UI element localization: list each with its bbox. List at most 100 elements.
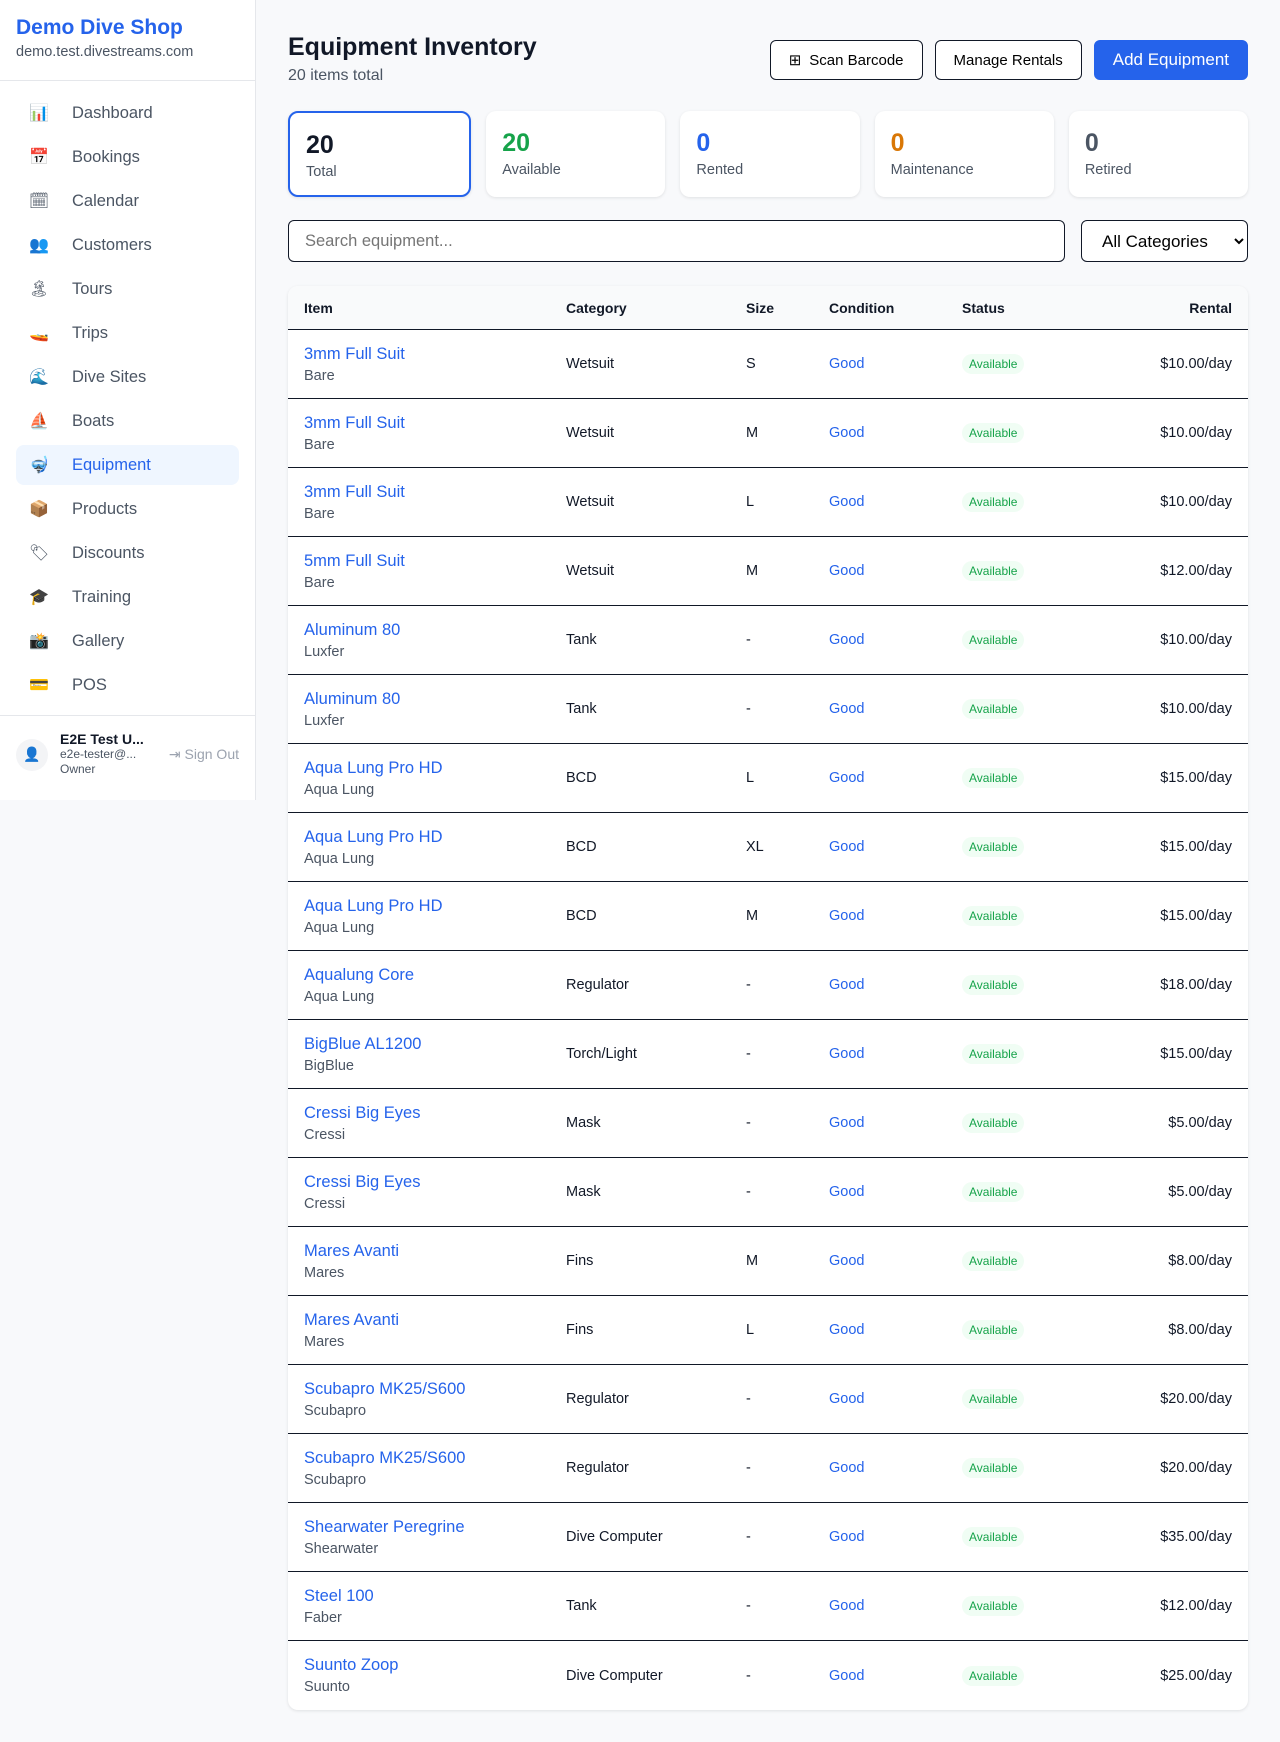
item-cell: 3mm Full Suit Bare [288, 414, 566, 453]
item-name-link[interactable]: 3mm Full Suit [304, 482, 405, 501]
stat-card-rented[interactable]: 0 Rented [680, 111, 860, 197]
sidebar-item-gallery[interactable]: 📸 Gallery [16, 621, 239, 661]
item-name-link[interactable]: 5mm Full Suit [304, 551, 405, 570]
category-cell: Fins [566, 1322, 594, 1338]
stat-value: 20 [306, 131, 334, 159]
category-select[interactable]: All Categories [1081, 220, 1248, 262]
item-name-link[interactable]: Steel 100 [304, 1586, 374, 1605]
item-brand: Faber [304, 1609, 342, 1626]
sidebar: Demo Dive Shop demo.test.divestreams.com… [0, 0, 256, 800]
column-header-status[interactable]: Status [962, 299, 1005, 316]
item-name-link[interactable]: Aqua Lung Pro HD [304, 827, 443, 846]
dive-sites-icon: 🌊 [29, 369, 49, 386]
sidebar-item-label: Dive Sites [72, 367, 147, 386]
stat-value: 20 [502, 129, 531, 157]
column-header-category[interactable]: Category [566, 299, 627, 316]
item-name-link[interactable]: BigBlue AL1200 [304, 1034, 422, 1053]
item-name-link[interactable]: Mares Avanti [304, 1310, 400, 1329]
item-name-link[interactable]: Cressi Big Eyes [304, 1172, 421, 1191]
status-cell: Available [962, 423, 1112, 443]
sidebar-item-tours[interactable]: 🏝 Tours [16, 269, 239, 309]
status-badge: Available [962, 906, 1025, 926]
pos-icon: 💳 [29, 677, 49, 694]
item-name-link[interactable]: Shearwater Peregrine [304, 1517, 465, 1536]
sidebar-item-equipment[interactable]: 🤿 Equipment [16, 445, 239, 485]
status-cell: Available [962, 1458, 1112, 1478]
sidebar-item-trips[interactable]: 🚤 Trips [16, 313, 239, 353]
rental-cell: $35.00/day [1160, 1529, 1232, 1545]
size-cell: L [746, 494, 755, 510]
condition-cell: Good [829, 494, 865, 510]
item-name-link[interactable]: Aqua Lung Pro HD [304, 758, 443, 777]
sidebar-item-boats[interactable]: ⛵ Boats [16, 401, 239, 441]
item-name-link[interactable]: 3mm Full Suit [304, 344, 405, 363]
stat-card-retired[interactable]: 0 Retired [1068, 111, 1249, 197]
item-cell: Aluminum 80 Luxfer [288, 621, 566, 660]
scan-barcode-button[interactable]: ⊞ Scan Barcode [769, 40, 923, 80]
shop-name[interactable]: Demo Dive Shop [16, 16, 183, 39]
calendar-icon: 🗓 [28, 193, 50, 210]
shop-domain: demo.test.divestreams.com [16, 44, 194, 60]
sidebar-item-products[interactable]: 📦 Products [16, 489, 239, 529]
status-badge: Available [962, 1320, 1025, 1340]
size-cell: - [746, 1667, 751, 1684]
status-cell: Available [962, 768, 1112, 788]
sidebar-item-dive-sites[interactable]: 🌊 Dive Sites [16, 357, 239, 397]
products-icon: 📦 [29, 501, 49, 518]
sign-out-button[interactable]: ⇥ Sign Out [169, 746, 239, 763]
item-name-link[interactable]: Cressi Big Eyes [304, 1103, 421, 1122]
status-badge: Available [962, 837, 1025, 857]
sidebar-item-calendar[interactable]: 🗓 Calendar [16, 181, 239, 221]
item-name-link[interactable]: 3mm Full Suit [304, 413, 405, 432]
stat-card-total[interactable]: 20 Total [288, 111, 472, 197]
stats-row: 20 Total 20 Available 0 Rented 0 Maintenance 0 Re… [288, 111, 1249, 197]
search-input[interactable] [288, 220, 1065, 262]
item-name-link[interactable]: Scubapro MK25/S600 [304, 1379, 466, 1398]
size-cell: XL [746, 839, 764, 855]
size-cell: M [746, 563, 759, 579]
size-cell: - [746, 1115, 751, 1131]
item-brand: Bare [304, 367, 335, 384]
item-name-link[interactable]: Aqualung Core [304, 965, 415, 984]
sidebar-item-customers[interactable]: 👥 Customers [16, 225, 239, 265]
sidebar-item-label: Products [72, 499, 138, 518]
item-name-link[interactable]: Suunto Zoop [304, 1656, 399, 1674]
sidebar-item-bookings[interactable]: 📅 Bookings [16, 137, 239, 177]
status-badge: Available [962, 561, 1025, 581]
stat-card-maintenance[interactable]: 0 Maintenance [874, 111, 1054, 197]
column-header-rental[interactable]: Rental [1189, 299, 1232, 316]
status-cell: Available [962, 837, 1112, 857]
table-row: Mares Avanti Mares Fins L Good Available $8.00… [288, 1296, 1248, 1365]
item-name-link[interactable]: Aluminum 80 [304, 620, 401, 639]
column-header-condition[interactable]: Condition [829, 299, 895, 316]
status-badge: Available [962, 768, 1025, 788]
category-cell: Dive Computer [566, 1529, 663, 1545]
page-title: Equipment Inventory [288, 33, 537, 61]
item-name-link[interactable]: Mares Avanti [304, 1241, 400, 1260]
add-equipment-button[interactable]: Add Equipment [1093, 40, 1248, 80]
item-cell: Scubapro MK25/S600 Scubapro [288, 1380, 566, 1419]
rental-cell: $15.00/day [1160, 908, 1232, 924]
sidebar-item-label: Tours [72, 279, 113, 298]
item-cell: Aqua Lung Pro HD Aqua Lung [288, 897, 566, 936]
manage-rentals-button[interactable]: Manage Rentals [934, 40, 1082, 80]
item-name-link[interactable]: Aqua Lung Pro HD [304, 896, 443, 915]
size-cell: - [746, 1598, 751, 1614]
status-cell: Available [962, 1182, 1112, 1202]
item-name-link[interactable]: Scubapro MK25/S600 [304, 1448, 466, 1467]
rental-cell: $10.00/day [1160, 356, 1232, 372]
column-header-size[interactable]: Size [746, 299, 775, 316]
category-cell: Tank [566, 632, 597, 648]
sidebar-item-training[interactable]: 🎓 Training [16, 577, 239, 617]
item-brand: Luxfer [304, 643, 345, 660]
item-name-link[interactable]: Aluminum 80 [304, 689, 401, 708]
sidebar-item-discounts[interactable]: 🏷 Discounts [16, 533, 239, 573]
sidebar-item-pos[interactable]: 💳 POS [16, 665, 239, 705]
status-cell: Available [962, 1527, 1112, 1547]
item-brand: Aqua Lung [304, 850, 375, 867]
sidebar-item-label: Discounts [72, 543, 145, 562]
column-header-item[interactable]: Item [304, 299, 333, 316]
status-badge: Available [962, 975, 1025, 995]
sidebar-item-dashboard[interactable]: 📊 Dashboard [16, 93, 239, 133]
stat-card-available[interactable]: 20 Available [486, 111, 666, 197]
